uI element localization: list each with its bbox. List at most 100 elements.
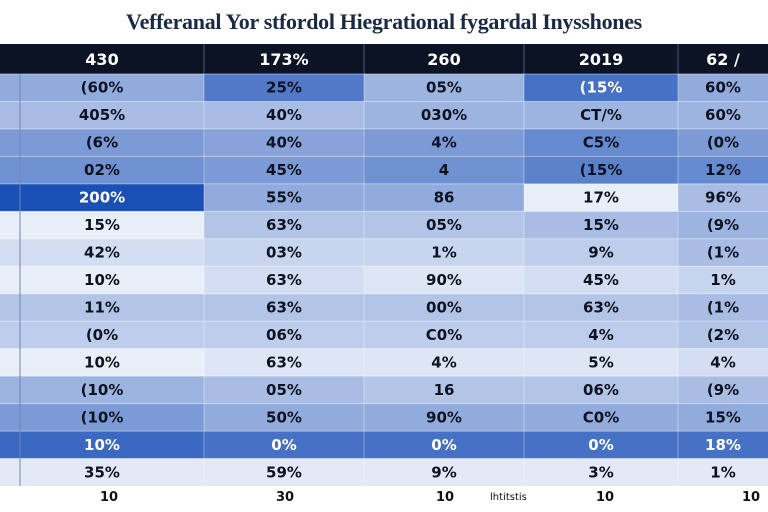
heatmap-cell — [0, 348, 204, 377]
cell-value: 45% — [583, 271, 619, 289]
cell-value: 63% — [266, 353, 302, 371]
cell-value: 4 — [439, 161, 449, 179]
cell-value: 0% — [431, 436, 456, 454]
heatmap-cell — [678, 376, 768, 405]
heatmap-cell — [364, 74, 524, 102]
cell-value: 10% — [84, 436, 120, 454]
heatmap-cell — [204, 403, 364, 432]
heatmap-cell — [678, 431, 768, 460]
heatmap-cell — [204, 348, 364, 377]
cell-value: (1% — [707, 244, 739, 262]
heatmap-cell — [0, 321, 204, 350]
cell-value: 55% — [266, 189, 302, 207]
heatmap-cell — [364, 376, 524, 405]
cell-value: 05% — [266, 381, 302, 399]
heatmap-cell — [524, 403, 678, 432]
cell-value: 15% — [705, 408, 741, 426]
heatmap-cell — [0, 293, 204, 322]
heatmap-cell — [364, 266, 524, 295]
cell-value: 4% — [588, 326, 613, 344]
heatmap-cell — [204, 431, 364, 460]
cell-value: (0% — [86, 326, 118, 344]
cell-value: 9% — [588, 244, 613, 262]
heatmap-cell — [204, 376, 364, 405]
cell-value: 03% — [266, 244, 302, 262]
heatmap-cell — [524, 211, 678, 240]
cell-value: 90% — [426, 408, 462, 426]
cell-value: 05% — [426, 79, 462, 97]
cell-value: (0% — [707, 134, 739, 152]
heatmap-cell — [678, 74, 768, 102]
heatmap-cell — [678, 348, 768, 377]
cell-value: 030% — [421, 106, 467, 124]
cell-value: 4% — [431, 353, 456, 371]
heatmap-cell — [204, 293, 364, 322]
cell-value: 02% — [84, 161, 120, 179]
heatmap-cell — [364, 101, 524, 130]
heatmap-cell — [204, 156, 364, 185]
cell-value: 3% — [588, 463, 613, 481]
cell-value: 1% — [710, 271, 735, 289]
cell-value: 60% — [705, 106, 741, 124]
footer-label: 10 — [436, 490, 455, 505]
cell-value: 42% — [84, 244, 120, 262]
heatmap-cell — [364, 431, 524, 460]
cell-value: (1% — [707, 298, 739, 316]
heatmap-cell — [364, 183, 524, 212]
cell-value: 18% — [705, 436, 741, 454]
cell-value: 00% — [426, 298, 462, 316]
header-bar — [0, 44, 768, 74]
heatmap-cell — [204, 183, 364, 212]
heatmap-cell — [0, 266, 204, 295]
cell-value: 25% — [266, 79, 302, 97]
cell-value: (6% — [86, 134, 118, 152]
heatmap-cell — [204, 74, 364, 102]
cell-value: (10% — [81, 408, 124, 426]
heatmap-cell — [364, 238, 524, 267]
cell-value: 60% — [705, 79, 741, 97]
cell-value: 12% — [705, 161, 741, 179]
heatmap-cell — [204, 321, 364, 350]
cell-value: (10% — [81, 381, 124, 399]
heatmap-cell — [0, 376, 204, 405]
heatmap-cell — [524, 266, 678, 295]
cell-value: 96% — [705, 189, 741, 207]
heatmap-cell — [678, 266, 768, 295]
heatmap-cell — [524, 128, 678, 157]
cell-value: (60% — [81, 79, 124, 97]
heatmap-cell — [0, 238, 204, 267]
heatmap-cell — [0, 183, 204, 212]
cell-value: 15% — [84, 216, 120, 234]
cell-value: 200% — [79, 189, 125, 207]
heatmap-cell — [678, 128, 768, 157]
heatmap-cell — [678, 321, 768, 350]
cell-value: 35% — [84, 463, 120, 481]
heatmap-cell — [524, 238, 678, 267]
heatmap-cell — [678, 458, 768, 486]
column-header: 430 — [85, 50, 118, 69]
heatmap-cell — [204, 266, 364, 295]
heatmap-cell — [0, 128, 204, 157]
cell-value: (9% — [707, 381, 739, 399]
heatmap-cell — [678, 403, 768, 432]
heatmap-cell — [364, 156, 524, 185]
heatmap-cell — [524, 431, 678, 460]
cell-value: 11% — [84, 298, 120, 316]
cell-value: C5% — [583, 134, 619, 152]
heatmap-cell — [678, 156, 768, 185]
heatmap-cell — [364, 211, 524, 240]
cell-value: 63% — [266, 216, 302, 234]
cell-value: 4% — [431, 134, 456, 152]
cell-value: 16 — [434, 381, 455, 399]
footer-label: 10 — [596, 490, 615, 505]
heatmap-cell — [678, 293, 768, 322]
cell-value: 40% — [266, 134, 302, 152]
heatmap-cell — [364, 321, 524, 350]
heatmap: 430 173% 260 2019 62 /(60% 25% 05% (15% 60%405% 4… — [0, 44, 768, 486]
heatmap-cell — [204, 211, 364, 240]
heatmap-cell — [0, 403, 204, 432]
heatmap-cell — [204, 128, 364, 157]
cell-value: 63% — [583, 298, 619, 316]
footer-label: 10 — [742, 490, 761, 505]
heatmap-cell — [0, 156, 204, 185]
